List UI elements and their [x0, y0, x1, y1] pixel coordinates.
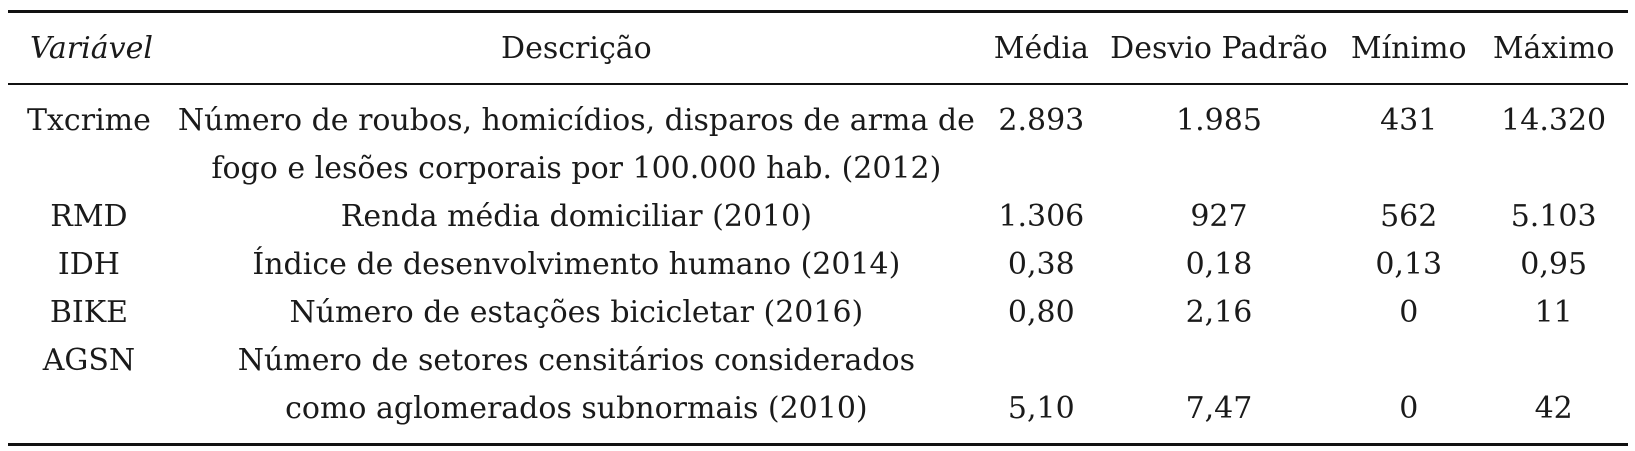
header-minimo: Mínimo: [1350, 30, 1467, 66]
descriptive-statistics-table: Variável Descrição Média Desvio Padrão M…: [8, 10, 1628, 446]
cell-minimo: 562: [1380, 199, 1438, 234]
cell-desvio-padrao: 7,47: [1185, 391, 1253, 426]
cell-variable: RMD: [50, 199, 128, 234]
cell-variable: Txcrime: [27, 103, 151, 138]
cell-maximo: 11: [1534, 295, 1573, 330]
table-row: BIKE Número de estações bicicletar (2016…: [8, 289, 1628, 337]
table-row: IDH Índice de desenvolvimento humano (20…: [8, 241, 1628, 289]
header-descricao: Descrição: [501, 30, 652, 66]
cell-minimo: 0: [1399, 391, 1419, 426]
cell-media: 0,38: [1007, 247, 1075, 282]
table-header-row: Variável Descrição Média Desvio Padrão M…: [8, 11, 1628, 84]
cell-description: Número de estações bicicletar (2016): [289, 295, 864, 330]
cell-desvio-padrao: 0,18: [1185, 247, 1253, 282]
cell-media: 1.306: [998, 199, 1085, 234]
cell-minimo: 0: [1399, 295, 1419, 330]
cell-media: 0,80: [1007, 295, 1075, 330]
cell-maximo: 5.103: [1510, 199, 1597, 234]
cell-media: 5,10: [1007, 391, 1075, 426]
cell-variable: AGSN: [42, 343, 136, 378]
cell-variable: IDH: [57, 247, 120, 282]
cell-description: Índice de desenvolvimento humano (2014): [252, 247, 901, 282]
cell-minimo: 431: [1380, 103, 1438, 138]
cell-description: Renda média domiciliar (2010): [340, 199, 812, 234]
cell-description: Número de setores censitários considerad…: [170, 337, 983, 445]
table-row: RMD Renda média domiciliar (2010) 1.306 …: [8, 193, 1628, 241]
statistics-table-container: Variável Descrição Média Desvio Padrão M…: [8, 10, 1628, 446]
table-row: Txcrime Número de roubos, homicídios, di…: [8, 84, 1628, 193]
cell-media: 2.893: [998, 103, 1085, 138]
description-line: Número de setores censitários considerad…: [237, 343, 915, 378]
description-line: Número de roubos, homicídios, disparos d…: [177, 103, 975, 138]
cell-maximo: 14.320: [1501, 103, 1607, 138]
cell-maximo: 42: [1534, 391, 1573, 426]
cell-description: Número de roubos, homicídios, disparos d…: [170, 84, 983, 193]
header-media: Média: [993, 30, 1089, 66]
table-row: AGSN Número de setores censitários consi…: [8, 337, 1628, 445]
cell-minimo: 0,13: [1375, 247, 1443, 282]
cell-maximo: 0,95: [1520, 247, 1588, 282]
header-maximo: Máximo: [1492, 30, 1615, 66]
cell-desvio-padrao: 1.985: [1176, 103, 1262, 138]
description-line: como aglomerados subnormais (2010): [285, 391, 868, 426]
cell-desvio-padrao: 927: [1190, 199, 1248, 234]
description-line: fogo e lesões corporais por 100.000 hab.…: [211, 151, 942, 186]
header-variavel: Variável: [30, 30, 153, 66]
cell-variable: BIKE: [49, 295, 129, 330]
cell-desvio-padrao: 2,16: [1185, 295, 1253, 330]
header-desvio-padrao: Desvio Padrão: [1110, 30, 1328, 66]
